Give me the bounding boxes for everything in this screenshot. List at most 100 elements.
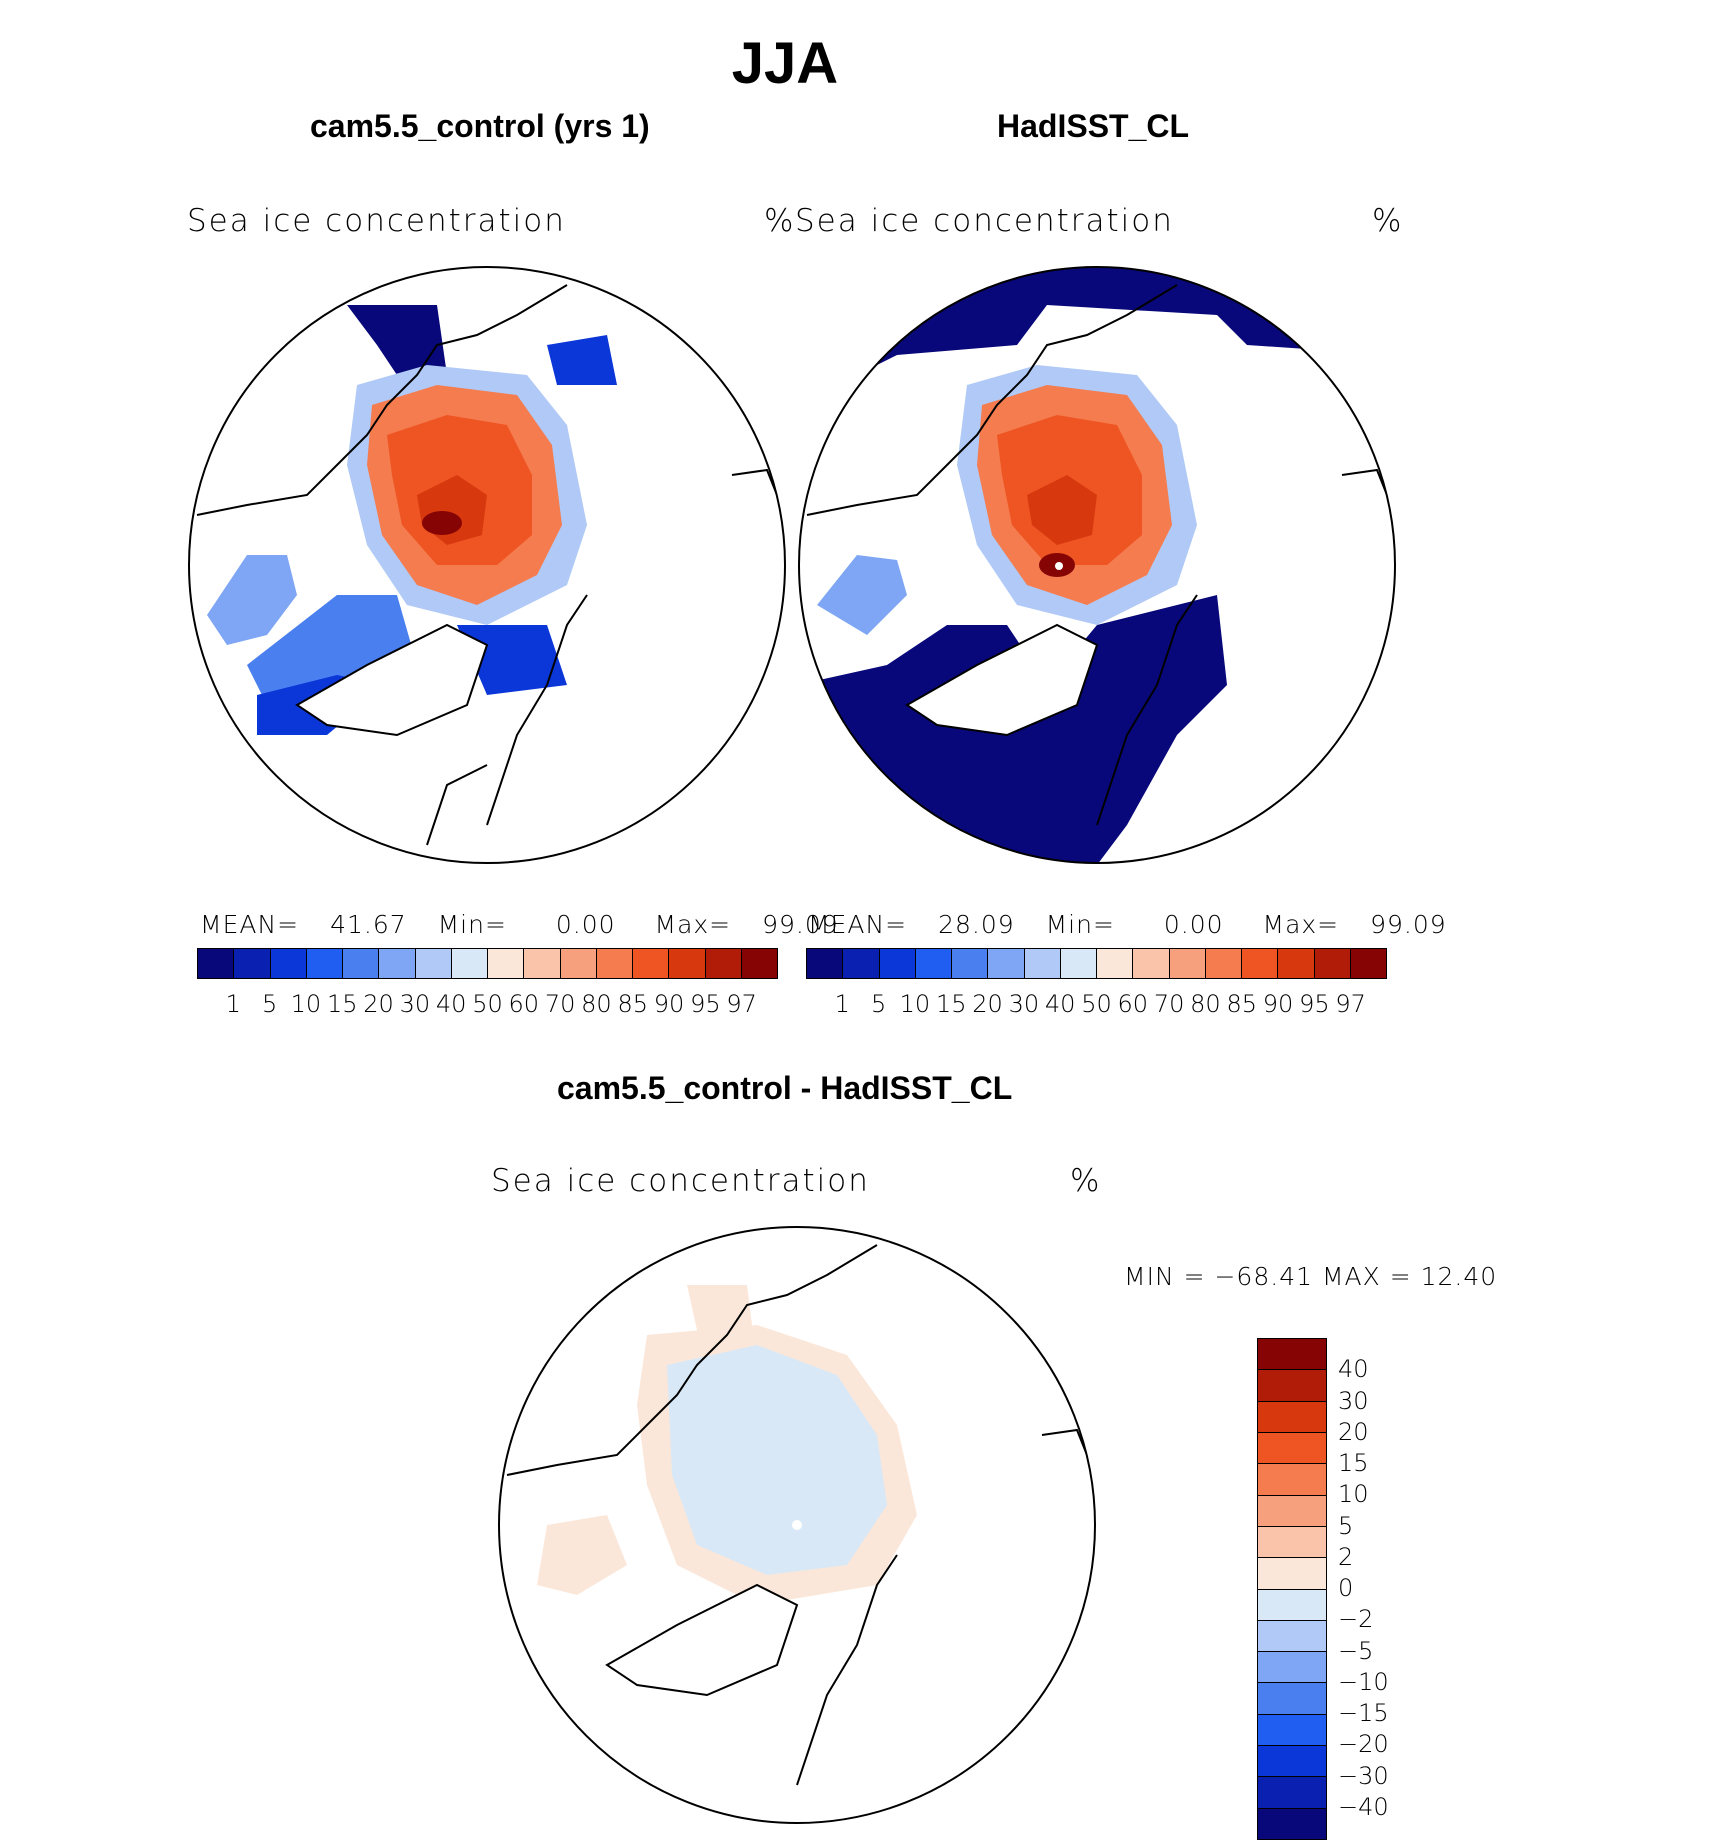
colorbar-swatch bbox=[1097, 949, 1134, 978]
min-value: 0.00 bbox=[555, 910, 616, 939]
minmax-diff: MIN = −68.41 MAX = 12.40 bbox=[1124, 1262, 1498, 1291]
map-obs bbox=[798, 266, 1396, 864]
colorbar-tick-label: 0 bbox=[1338, 1574, 1354, 1602]
colorbar-swatch bbox=[198, 949, 235, 978]
colorbar-tick-label: 30 bbox=[1338, 1386, 1369, 1415]
colorbar-swatch bbox=[633, 949, 670, 978]
colorbar-tick-label: −15 bbox=[1338, 1699, 1389, 1727]
colorbar-swatch bbox=[843, 949, 880, 978]
colorbar-swatch bbox=[1258, 1714, 1326, 1747]
colorbar-swatch bbox=[705, 949, 742, 978]
colorbar-tick-label: 15 bbox=[1338, 1449, 1369, 1477]
unit-label-diff: % bbox=[1070, 1163, 1102, 1199]
colorbar-tick-label: 50 bbox=[472, 990, 503, 1018]
variable-label-diff: Sea ice concentration bbox=[491, 1163, 870, 1199]
colorbar-tick-label: 10 bbox=[1338, 1480, 1369, 1509]
mean-value: 41.67 bbox=[330, 910, 407, 939]
colorbar-swatch bbox=[488, 949, 525, 978]
colorbar-swatch bbox=[1258, 1370, 1326, 1402]
colorbar-tick-label: 30 bbox=[399, 990, 431, 1018]
colorbar-swatch bbox=[270, 949, 307, 978]
colorbar-swatch bbox=[1169, 949, 1206, 978]
colorbar-ticks-diff: 40 30 20 15 10 5 2 0 −2 −5 −10 −15 −20 −30 −40 bbox=[1338, 1338, 1418, 1838]
colorbar-tick-label: 5 bbox=[1338, 1511, 1354, 1540]
colorbar-tick-label: 90 bbox=[653, 990, 685, 1018]
colorbar-tick-label: 40 bbox=[1338, 1355, 1369, 1384]
unit-label-model: % bbox=[764, 203, 796, 239]
colorbar-swatch bbox=[1258, 1464, 1326, 1496]
colorbar-swatch bbox=[1133, 949, 1170, 978]
map-diff bbox=[498, 1226, 1096, 1824]
max-label: Max= bbox=[1262, 910, 1340, 939]
main-title: JJA bbox=[731, 31, 839, 96]
colorbar-tick-label: 40 bbox=[1044, 990, 1076, 1018]
colorbar-tick-label: 40 bbox=[435, 990, 467, 1018]
colorbar-swatch bbox=[879, 949, 916, 978]
colorbar-tick-label: 50 bbox=[1081, 990, 1112, 1018]
colorbar-ticks-obs: 1 5 10 15 20 30 40 50 60 70 80 85 90 95 97 bbox=[806, 990, 1385, 1018]
colorbar-ticks-model: 1 5 10 15 20 30 40 50 60 70 80 85 90 95 97 bbox=[197, 990, 776, 1018]
colorbar-tick-label: −30 bbox=[1338, 1761, 1389, 1790]
colorbar-tick-label: 60 bbox=[1117, 990, 1149, 1018]
colorbar-swatch bbox=[1258, 1746, 1326, 1778]
colorbar-swatch bbox=[1205, 949, 1242, 978]
colorbar-swatch bbox=[524, 949, 561, 978]
colorbar-swatch bbox=[1258, 1777, 1326, 1809]
colorbar-swatch bbox=[1258, 1683, 1326, 1715]
colorbar-tick-label: 1 bbox=[225, 990, 241, 1018]
panel-title-model: cam5.5_control (yrs 1) bbox=[310, 108, 650, 144]
min-label: Min= bbox=[1045, 910, 1115, 939]
stats-obs: MEAN= 28.09 Min= 0.00 Max= 99.09 bbox=[808, 910, 1447, 939]
colorbar-swatch bbox=[1258, 1432, 1326, 1465]
colorbar-tick-label: 15 bbox=[935, 990, 967, 1018]
max-value: 99.09 bbox=[762, 910, 839, 939]
colorbar-tick-label: 2 bbox=[1338, 1542, 1354, 1571]
colorbar-swatch bbox=[343, 949, 380, 978]
colorbar-swatch bbox=[1258, 1589, 1326, 1621]
mean-label: MEAN= bbox=[200, 910, 300, 939]
min-label: Min= bbox=[437, 910, 507, 939]
colorbar-tick-label: 85 bbox=[617, 990, 649, 1018]
colorbar-tick-label: 5 bbox=[261, 990, 278, 1018]
colorbar-diff bbox=[1257, 1338, 1327, 1840]
colorbar-tick-label: −10 bbox=[1338, 1667, 1389, 1696]
colorbar-swatch bbox=[1350, 949, 1386, 978]
colorbar-swatch bbox=[560, 949, 597, 978]
colorbar-swatch bbox=[415, 949, 452, 978]
variable-label-obs: Sea ice concentration bbox=[795, 203, 1174, 239]
colorbar-tick-label: 30 bbox=[1008, 990, 1040, 1018]
stats-model: MEAN= 41.67 Min= 0.00 Max= 99.09 bbox=[200, 910, 839, 939]
max-value: 99.09 bbox=[1370, 910, 1447, 939]
map-model bbox=[188, 266, 786, 864]
mean-value: 28.09 bbox=[938, 910, 1015, 939]
colorbar-tick-label: 90 bbox=[1262, 990, 1294, 1018]
panel-title-diff: cam5.5_control - HadISST_CL bbox=[557, 1070, 1013, 1106]
colorbar-swatch bbox=[1024, 949, 1061, 978]
colorbar-tick-label: 95 bbox=[1299, 990, 1330, 1018]
colorbar-swatch bbox=[1258, 1558, 1326, 1590]
colorbar-tick-label: 20 bbox=[1338, 1417, 1369, 1446]
colorbar-swatch bbox=[988, 949, 1025, 978]
colorbar-swatch bbox=[1258, 1495, 1326, 1527]
colorbar-model bbox=[197, 948, 778, 979]
colorbar-tick-label: 80 bbox=[1190, 990, 1221, 1018]
colorbar-swatch bbox=[1258, 1808, 1326, 1839]
colorbar-swatch bbox=[669, 949, 706, 978]
colorbar-tick-label: 5 bbox=[870, 990, 887, 1018]
mean-label: MEAN= bbox=[808, 910, 908, 939]
colorbar-tick-label: 15 bbox=[326, 990, 358, 1018]
colorbar-tick-label: −5 bbox=[1338, 1636, 1374, 1665]
colorbar-swatch bbox=[234, 949, 271, 978]
unit-label-obs: % bbox=[1372, 203, 1404, 239]
colorbar-swatch bbox=[1060, 949, 1097, 978]
colorbar-tick-label: 20 bbox=[363, 990, 394, 1018]
colorbar-tick-label: −40 bbox=[1338, 1792, 1389, 1821]
colorbar-swatch bbox=[952, 949, 989, 978]
colorbar-swatch bbox=[379, 949, 416, 978]
colorbar-tick-label: 97 bbox=[726, 990, 757, 1018]
colorbar-swatch bbox=[1314, 949, 1351, 978]
max-label: Max= bbox=[654, 910, 732, 939]
colorbar-tick-label: 70 bbox=[1153, 990, 1185, 1018]
colorbar-swatch bbox=[1258, 1526, 1326, 1559]
colorbar-tick-label: 70 bbox=[544, 990, 576, 1018]
